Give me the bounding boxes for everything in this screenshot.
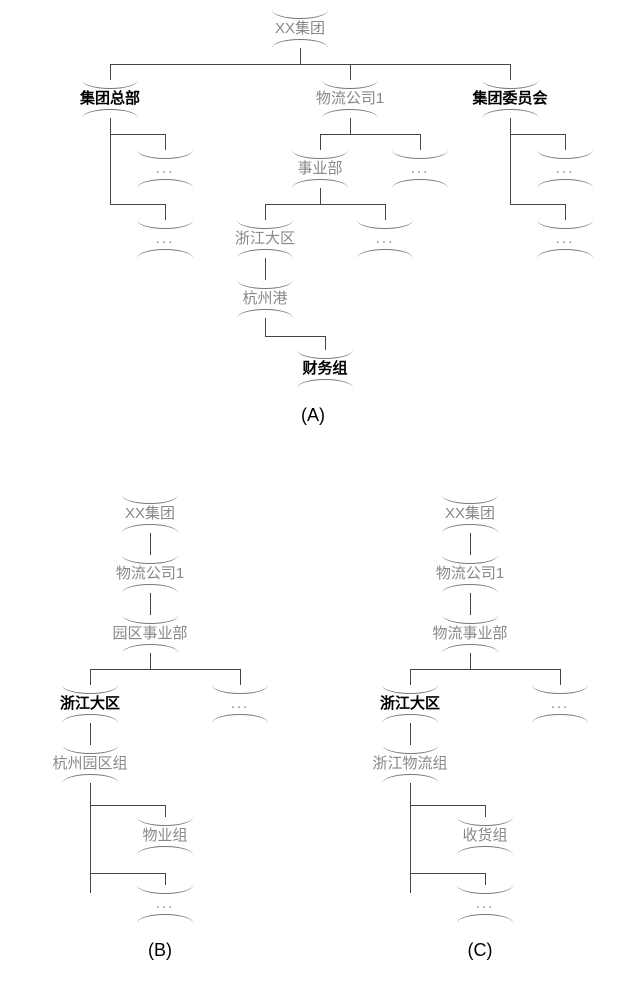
node-ellipsis: ... <box>457 885 513 923</box>
node-a-root: XX集团 <box>272 10 328 48</box>
diagram-a: XX集团 集团总部 物流公司1 集团委员会 ... <box>0 0 626 470</box>
node-label: 杭州园区组 <box>50 754 129 774</box>
node-label: ... <box>137 159 193 179</box>
node-c-2: 物流事业部 <box>430 615 509 653</box>
node-ellipsis: ... <box>532 685 588 723</box>
node-label: 财务组 <box>297 359 353 379</box>
node-b-4: 杭州园区组 <box>50 745 129 783</box>
diagram-b: XX集团 物流公司1 园区事业部 浙江大区 ... 杭州园区组 物业组 <box>20 495 300 965</box>
node-label: 集团总部 <box>78 89 142 109</box>
node-label: 浙江物流组 <box>370 754 449 774</box>
node-label: 杭州港 <box>237 289 293 309</box>
diagram-c: XX集团 物流公司1 物流事业部 浙江大区 ... 浙江物流组 收货组 <box>330 495 610 965</box>
caption-b: (B) <box>148 940 172 961</box>
node-c-0: XX集团 <box>442 495 498 533</box>
caption-c: (C) <box>468 940 493 961</box>
node-label: ... <box>532 694 588 714</box>
node-label: ... <box>537 229 593 249</box>
node-c-3: 浙江大区 <box>378 685 442 723</box>
node-label: XX集团 <box>122 504 178 524</box>
node-label: 浙江大区 <box>378 694 442 714</box>
node-label: 园区事业部 <box>110 624 189 644</box>
node-ellipsis: ... <box>137 220 193 258</box>
node-label: 物流公司1 <box>434 564 506 584</box>
node-label: ... <box>137 894 193 914</box>
node-a-finance: 财务组 <box>297 350 353 388</box>
node-label: 事业部 <box>292 159 348 179</box>
node-b-1: 物流公司1 <box>114 555 186 593</box>
node-a-zhejiang: 浙江大区 <box>233 220 297 258</box>
node-a-hangzhou: 杭州港 <box>237 280 293 318</box>
caption-a: (A) <box>301 405 325 426</box>
node-ellipsis: ... <box>537 150 593 188</box>
node-label: 集团委员会 <box>470 89 549 109</box>
node-b-3: 浙江大区 <box>58 685 122 723</box>
node-ellipsis: ... <box>392 150 448 188</box>
node-a-committee: 集团委员会 <box>470 80 549 118</box>
node-label: ... <box>537 159 593 179</box>
node-a-logistics: 物流公司1 <box>314 80 386 118</box>
node-a-hq: 集团总部 <box>78 80 142 118</box>
node-label: 浙江大区 <box>58 694 122 714</box>
node-b-2: 园区事业部 <box>110 615 189 653</box>
node-c-5: 收货组 <box>457 817 513 855</box>
node-ellipsis: ... <box>537 220 593 258</box>
node-label: XX集团 <box>272 19 328 39</box>
node-b-5: 物业组 <box>137 817 193 855</box>
node-label: ... <box>137 229 193 249</box>
node-label: 物流公司1 <box>114 564 186 584</box>
node-label: 物流公司1 <box>314 89 386 109</box>
node-ellipsis: ... <box>357 220 413 258</box>
node-ellipsis: ... <box>137 885 193 923</box>
node-ellipsis: ... <box>212 685 268 723</box>
node-label: 浙江大区 <box>233 229 297 249</box>
node-label: ... <box>357 229 413 249</box>
node-label: XX集团 <box>442 504 498 524</box>
node-label: ... <box>212 694 268 714</box>
node-label: ... <box>457 894 513 914</box>
node-label: 物流事业部 <box>430 624 509 644</box>
node-label: 物业组 <box>137 826 193 846</box>
node-label: ... <box>392 159 448 179</box>
node-a-division: 事业部 <box>292 150 348 188</box>
node-b-0: XX集团 <box>122 495 178 533</box>
node-label: 收货组 <box>457 826 513 846</box>
node-c-4: 浙江物流组 <box>370 745 449 783</box>
node-c-1: 物流公司1 <box>434 555 506 593</box>
node-ellipsis: ... <box>137 150 193 188</box>
